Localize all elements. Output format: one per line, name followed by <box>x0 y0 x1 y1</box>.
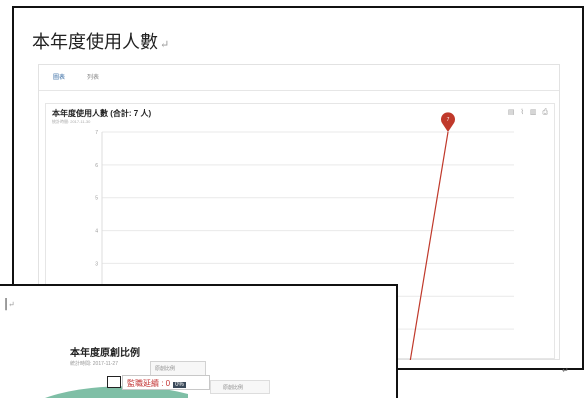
line-chart-icon[interactable]: ⌇ <box>520 109 524 116</box>
peak-marker <box>441 112 455 132</box>
document-window-bottom: |↵ 本年度原創比例 統計時間: 2017-11-27 原創比例 監職延續 : … <box>0 284 398 398</box>
tooltip-value: 監職延續 : 0 0% <box>122 375 210 390</box>
chart-title: 本年度使用人數 (合計: 7 人) <box>52 109 152 118</box>
y-tick-label: 6 <box>95 163 98 169</box>
percent-badge: 0% <box>173 382 186 388</box>
tab-chart[interactable]: 圖表 <box>53 75 66 81</box>
legend-square <box>107 376 121 388</box>
y-tick-label: 5 <box>95 196 98 202</box>
tab-bar: 圖表 列表 <box>39 65 559 91</box>
y-tick-label: 3 <box>95 261 98 267</box>
bar-chart-icon[interactable]: ▥ <box>529 109 537 116</box>
pie-chart-subtitle: 統計時間: 2017-11-27 <box>70 361 118 367</box>
paragraph-mark: ↵ <box>562 366 569 375</box>
paragraph-mark: ↵ <box>8 300 15 309</box>
paragraph-mark: ↵ <box>160 38 170 51</box>
peak-marker-label: 7 <box>447 117 450 123</box>
pie-chart-title: 本年度原創比例 <box>70 348 140 359</box>
chart-toolbar: ▤ ⌇ ▥ ⎙ <box>504 108 548 117</box>
tooltip-original-ratio-2: 原創比例 <box>210 380 270 394</box>
print-icon[interactable]: ⎙ <box>542 109 548 116</box>
document-heading: 本年度使用人數 ↵ <box>32 32 170 53</box>
tooltip-original-ratio: 原創比例 <box>150 361 206 376</box>
y-tick-label: 7 <box>95 130 98 136</box>
table-icon[interactable]: ▤ <box>507 109 515 116</box>
chart-subtitle: 統計時間: 2017-11-30 <box>52 119 91 124</box>
y-tick-label: 4 <box>95 229 98 235</box>
text-fragment: |↵ <box>4 296 15 310</box>
series-line <box>409 131 449 360</box>
tab-list[interactable]: 列表 <box>87 75 100 81</box>
